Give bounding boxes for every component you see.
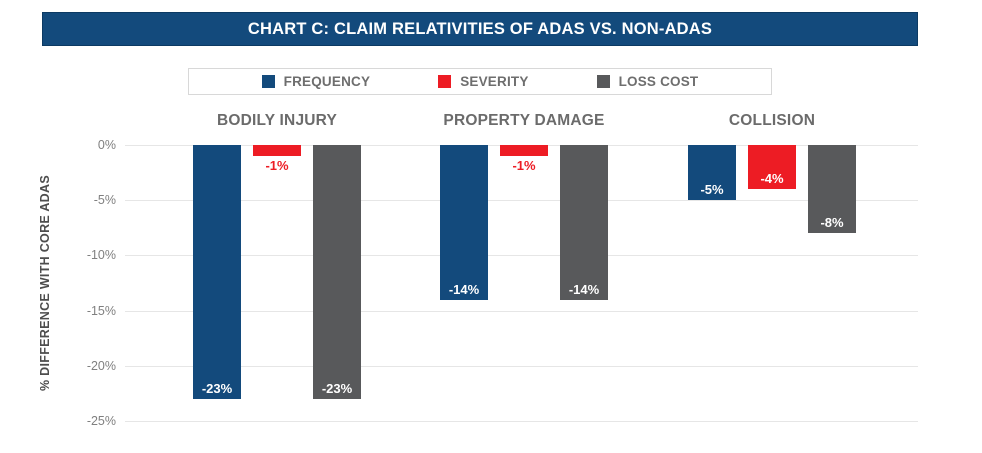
bar-value-label: -4% bbox=[760, 171, 784, 187]
legend-swatch-icon bbox=[438, 75, 452, 88]
page-title: CHART C: CLAIM RELATIVITIES OF ADAS VS. … bbox=[247, 19, 713, 38]
y-gridline bbox=[125, 255, 918, 257]
bar-value-label: -14% bbox=[448, 281, 480, 297]
chart-legend: FREQUENCY SEVERITY LOSS COST bbox=[188, 68, 772, 95]
chart-title-banner: CHART C: CLAIM RELATIVITIES OF ADAS VS. … bbox=[42, 12, 918, 46]
y-axis-tick-label: 0% bbox=[97, 138, 116, 152]
bar[interactable]: -14% bbox=[560, 145, 608, 300]
y-axis-tick-label: -5% bbox=[93, 193, 116, 208]
y-axis-title: % DIFFERENCE WITH CORE ADAS bbox=[38, 175, 52, 391]
x-axis-group-label: PROPERTY DAMAGE bbox=[443, 112, 605, 129]
x-axis-group-label: COLLISION bbox=[728, 112, 816, 129]
bar-value-label: -1% bbox=[265, 158, 289, 174]
y-axis-tick-label: -15% bbox=[86, 303, 116, 318]
y-gridline bbox=[125, 365, 918, 367]
bar[interactable]: -14% bbox=[440, 145, 488, 300]
bar[interactable]: -4% bbox=[748, 145, 796, 190]
legend-item[interactable]: FREQUENCY bbox=[261, 74, 371, 89]
bar-value-label: -23% bbox=[321, 380, 353, 396]
bar-value-label: -14% bbox=[568, 281, 600, 297]
bar-value-label: -23% bbox=[201, 380, 233, 396]
bar[interactable]: -8% bbox=[808, 145, 856, 234]
bar[interactable]: -23% bbox=[193, 145, 241, 399]
legend-item[interactable]: LOSS COST bbox=[596, 74, 699, 89]
legend-item-label: LOSS COST bbox=[618, 74, 699, 89]
bar[interactable]: -5% bbox=[688, 145, 736, 201]
plot-area: 0% -5% -10% -15% -20% -25% BODILY INJURY -23% -1… bbox=[87, 112, 918, 428]
legend-swatch-icon bbox=[596, 75, 610, 88]
y-gridline bbox=[125, 200, 918, 202]
legend-item-label: FREQUENCY bbox=[283, 74, 371, 89]
legend-swatch-icon bbox=[261, 75, 275, 88]
bar-value-label: -1% bbox=[512, 158, 536, 174]
y-axis-tick-label: -20% bbox=[86, 358, 116, 373]
y-axis-tick-label: -25% bbox=[86, 414, 116, 428]
bar[interactable]: -1% bbox=[500, 145, 548, 173]
y-gridline bbox=[125, 421, 918, 422]
x-axis-group-label: BODILY INJURY bbox=[216, 112, 338, 129]
bar[interactable]: -1% bbox=[253, 145, 301, 173]
legend-item[interactable]: SEVERITY bbox=[438, 74, 528, 89]
bar-value-label: -5% bbox=[700, 182, 724, 198]
bar[interactable]: -23% bbox=[313, 145, 361, 399]
y-axis-tick-label: -10% bbox=[86, 248, 116, 263]
y-gridline bbox=[125, 310, 918, 312]
bar-value-label: -8% bbox=[820, 215, 844, 231]
legend-item-label: SEVERITY bbox=[460, 74, 529, 89]
